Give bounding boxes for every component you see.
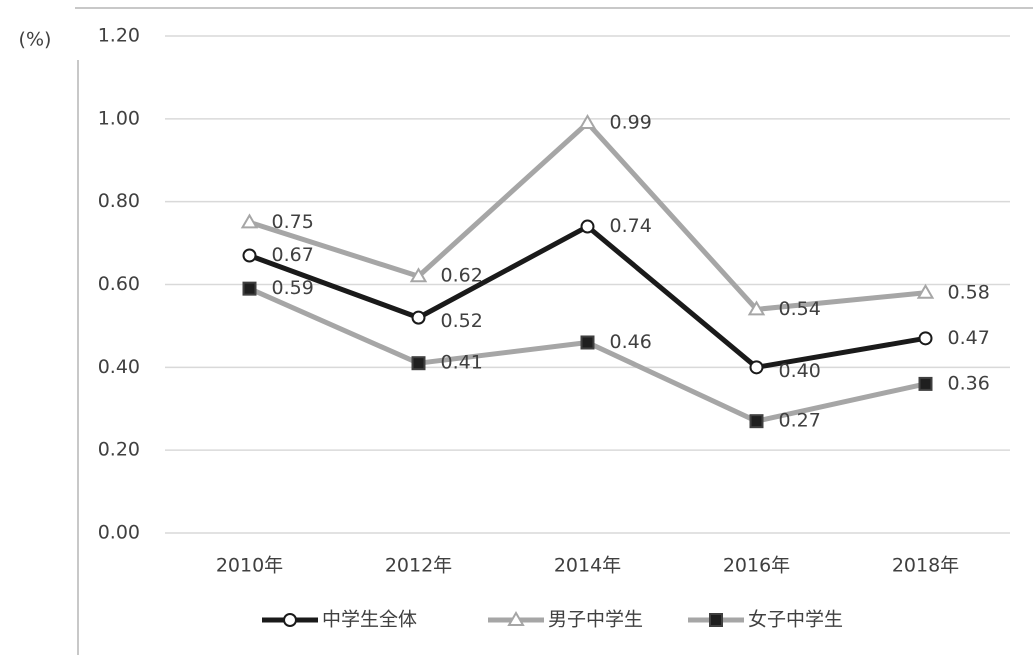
- y-tick-label: 0.20: [98, 439, 140, 461]
- data-label: 0.67: [272, 244, 314, 266]
- marker: [409, 267, 428, 283]
- marker: [411, 356, 426, 371]
- x-tick-label: 2012年: [385, 555, 452, 577]
- data-label: 0.54: [779, 298, 821, 320]
- series-line: [248, 120, 926, 312]
- marker: [749, 360, 764, 375]
- marker: [411, 310, 426, 325]
- data-label: 0.75: [272, 211, 314, 233]
- y-tick-label: 0.60: [98, 273, 140, 295]
- data-label: 0.47: [948, 327, 990, 349]
- x-tick-label: 2014年: [554, 555, 621, 577]
- x-tick-label: 2018年: [892, 555, 959, 577]
- marker: [916, 283, 935, 299]
- marker: [580, 219, 595, 234]
- data-label: 0.99: [610, 111, 652, 133]
- data-label: 0.40: [779, 360, 821, 382]
- marker: [918, 376, 933, 391]
- legend-label: 女子中学生: [748, 609, 843, 631]
- data-label: 0.62: [441, 265, 483, 287]
- y-axis-label: (%): [19, 29, 52, 51]
- y-tick-label: 1.20: [98, 25, 140, 47]
- marker: [578, 113, 597, 129]
- data-label: 0.46: [610, 331, 652, 353]
- legend-label: 男子中学生: [548, 609, 643, 631]
- marker: [918, 331, 933, 346]
- data-label: 0.36: [948, 372, 990, 394]
- data-label: 0.58: [948, 281, 990, 303]
- y-tick-label: 0.80: [98, 190, 140, 212]
- marker: [283, 613, 297, 627]
- data-label: 0.74: [610, 215, 652, 237]
- data-label: 0.41: [441, 352, 483, 374]
- legend-label: 中学生全体: [322, 609, 417, 631]
- marker: [749, 414, 764, 429]
- marker: [747, 300, 766, 316]
- marker: [242, 248, 257, 263]
- data-label: 0.59: [272, 277, 314, 299]
- data-label: 0.52: [441, 310, 483, 332]
- marker: [242, 281, 257, 296]
- x-tick-label: 2016年: [723, 555, 790, 577]
- y-tick-label: 0.00: [98, 522, 140, 544]
- marker: [240, 213, 259, 229]
- y-tick-label: 0.40: [98, 356, 140, 378]
- marker: [580, 335, 595, 350]
- data-label: 0.27: [779, 410, 821, 432]
- marker: [709, 613, 723, 627]
- y-tick-label: 1.00: [98, 107, 140, 129]
- marker: [507, 611, 525, 626]
- x-tick-label: 2010年: [216, 555, 283, 577]
